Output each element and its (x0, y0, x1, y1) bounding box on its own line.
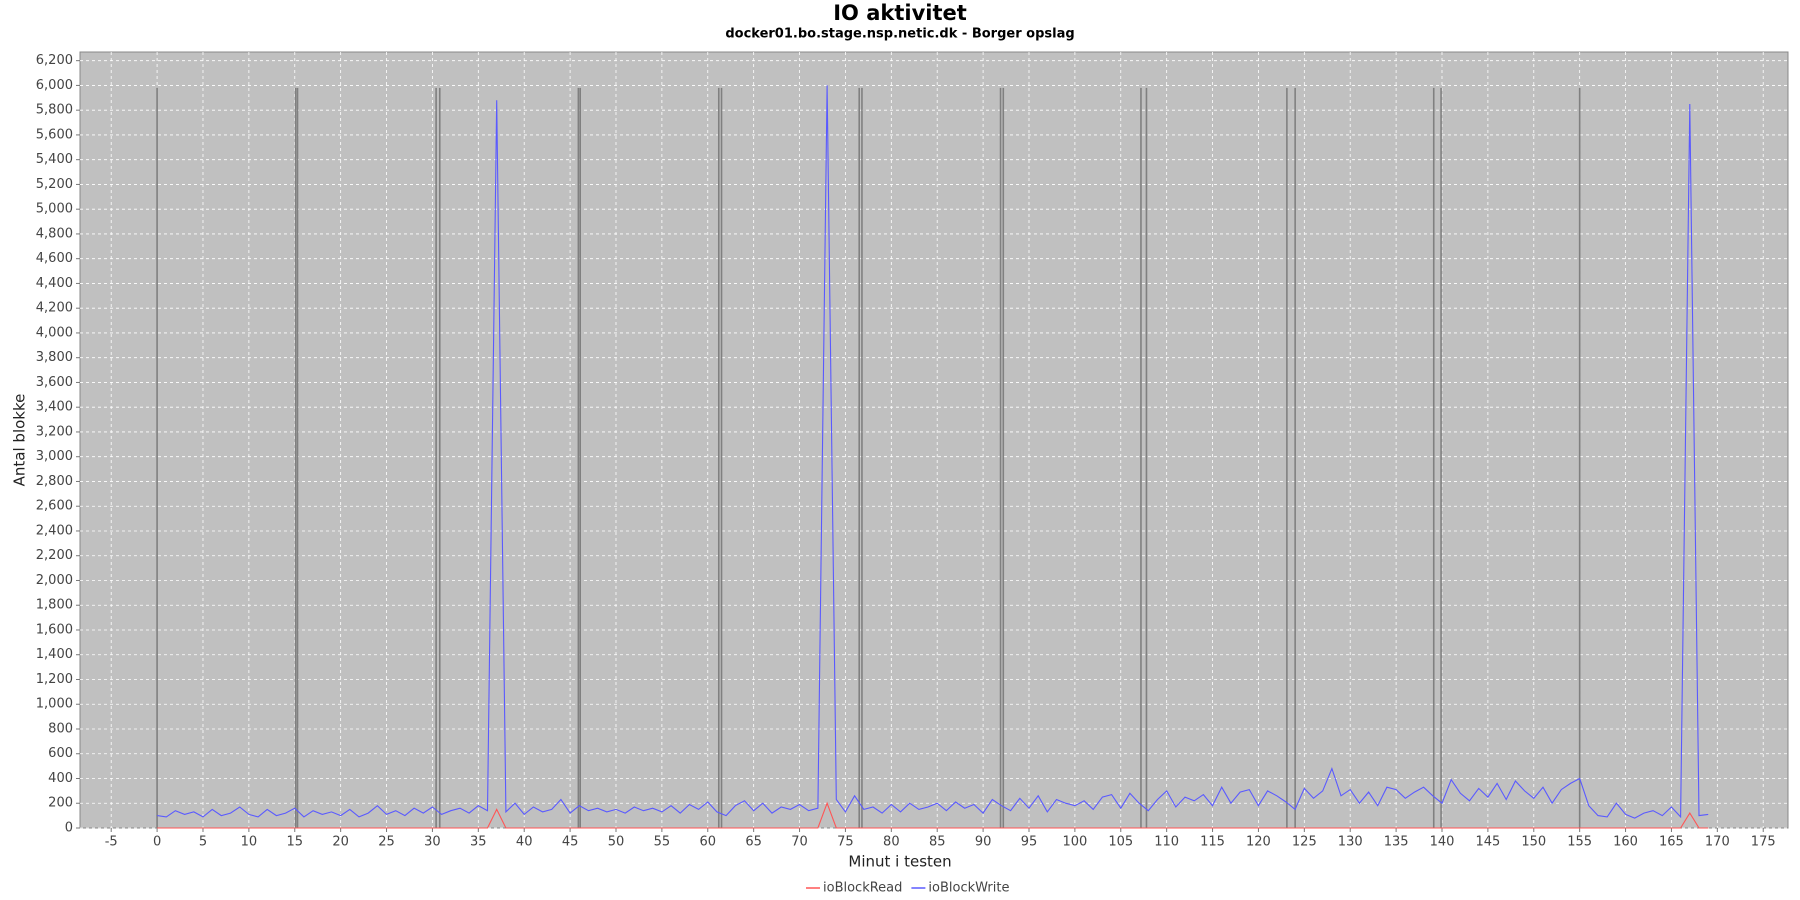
x-tick-label: -5 (105, 835, 118, 850)
x-tick-label: 125 (1292, 835, 1317, 850)
legend: ioBlockRead ioBlockWrite (806, 881, 1009, 896)
x-tick-label: 130 (1338, 835, 1363, 850)
x-tick-label: 100 (1062, 835, 1087, 850)
y-tick-label: 6,000 (36, 78, 73, 93)
x-tick-label: 80 (883, 835, 900, 850)
y-tick-label: 1,800 (36, 598, 73, 613)
x-tick-label: 170 (1705, 835, 1730, 850)
y-tick-label: 4,800 (36, 226, 73, 241)
y-tick-label: 5,800 (36, 103, 73, 118)
y-tick-label: 3,800 (36, 350, 73, 365)
x-tick-label: 90 (975, 835, 992, 850)
y-tick-label: 4,600 (36, 251, 73, 266)
y-tick-label: 1,600 (36, 622, 73, 637)
x-tick-label: 155 (1567, 835, 1592, 850)
y-tick-label: 4,000 (36, 325, 73, 340)
x-tick-label: 40 (516, 835, 533, 850)
y-tick-label: 2,200 (36, 548, 73, 563)
x-tick-label: 35 (470, 835, 487, 850)
y-tick-label: 3,200 (36, 424, 73, 439)
chart-title: IO aktivitet (833, 1, 967, 25)
x-tick-label: 140 (1430, 835, 1455, 850)
x-tick-label: 110 (1154, 835, 1179, 850)
y-tick-label: 6,200 (36, 53, 73, 68)
y-tick-label: 4,200 (36, 301, 73, 316)
x-tick-label: 55 (654, 835, 671, 850)
x-tick-label: 45 (562, 835, 579, 850)
y-tick-label: 5,600 (36, 127, 73, 142)
series-line (157, 801, 1709, 829)
y-tick-label: 1,200 (36, 672, 73, 687)
x-tick-label: 165 (1659, 835, 1684, 850)
y-tick-label: 3,000 (36, 449, 73, 464)
y-tick-label: 0 (65, 821, 73, 836)
x-tick-label: 30 (424, 835, 441, 850)
x-tick-label: 15 (286, 835, 303, 850)
chart-subtitle: docker01.bo.stage.nsp.netic.dk - Borger … (725, 27, 1074, 42)
x-tick-label: 150 (1521, 835, 1546, 850)
x-tick-label: 50 (608, 835, 625, 850)
x-tick-label: 105 (1108, 835, 1133, 850)
x-tick-label: 95 (1021, 835, 1038, 850)
y-tick-label: 1,000 (36, 697, 73, 712)
x-tick-label: 75 (837, 835, 854, 850)
y-tick-label: 2,000 (36, 573, 73, 588)
x-tick-label: 60 (699, 835, 716, 850)
x-tick-label: 70 (791, 835, 808, 850)
x-tick-label: 65 (745, 835, 762, 850)
y-tick-label: 400 (48, 771, 73, 786)
x-tick-label: 175 (1751, 835, 1776, 850)
x-tick-label: 5 (199, 835, 207, 850)
y-tick-label: 3,600 (36, 375, 73, 390)
y-axis-label: Antal blokke (11, 394, 29, 487)
x-axis-label: Minut i testen (848, 853, 951, 871)
y-tick-label: 2,400 (36, 523, 73, 538)
plot-area (79, 51, 1789, 829)
series-line (157, 85, 1709, 819)
y-tick-label: 1,400 (36, 647, 73, 662)
x-tick-label: 85 (929, 835, 946, 850)
x-tick-label: 135 (1384, 835, 1409, 850)
y-tick-label: 5,200 (36, 177, 73, 192)
legend-label: ioBlockWrite (928, 881, 1009, 896)
y-tick-label: 3,400 (36, 400, 73, 415)
x-tick-label: 120 (1246, 835, 1271, 850)
y-tick-label: 800 (48, 721, 73, 736)
y-tick-label: 600 (48, 746, 73, 761)
x-tick-label: 25 (378, 835, 395, 850)
x-tick-label: 115 (1200, 835, 1225, 850)
x-tick-label: 145 (1475, 835, 1500, 850)
y-tick-label: 200 (48, 796, 73, 811)
y-tick-label: 5,000 (36, 202, 73, 217)
y-tick-label: 2,800 (36, 474, 73, 489)
x-tick-label: 20 (332, 835, 349, 850)
x-tick-label: 0 (153, 835, 161, 850)
y-tick-label: 5,400 (36, 152, 73, 167)
legend-label: ioBlockRead (823, 881, 902, 896)
y-tick-label: 4,400 (36, 276, 73, 291)
x-tick-label: 10 (241, 835, 258, 850)
y-tick-label: 2,600 (36, 499, 73, 514)
x-tick-label: 160 (1613, 835, 1638, 850)
